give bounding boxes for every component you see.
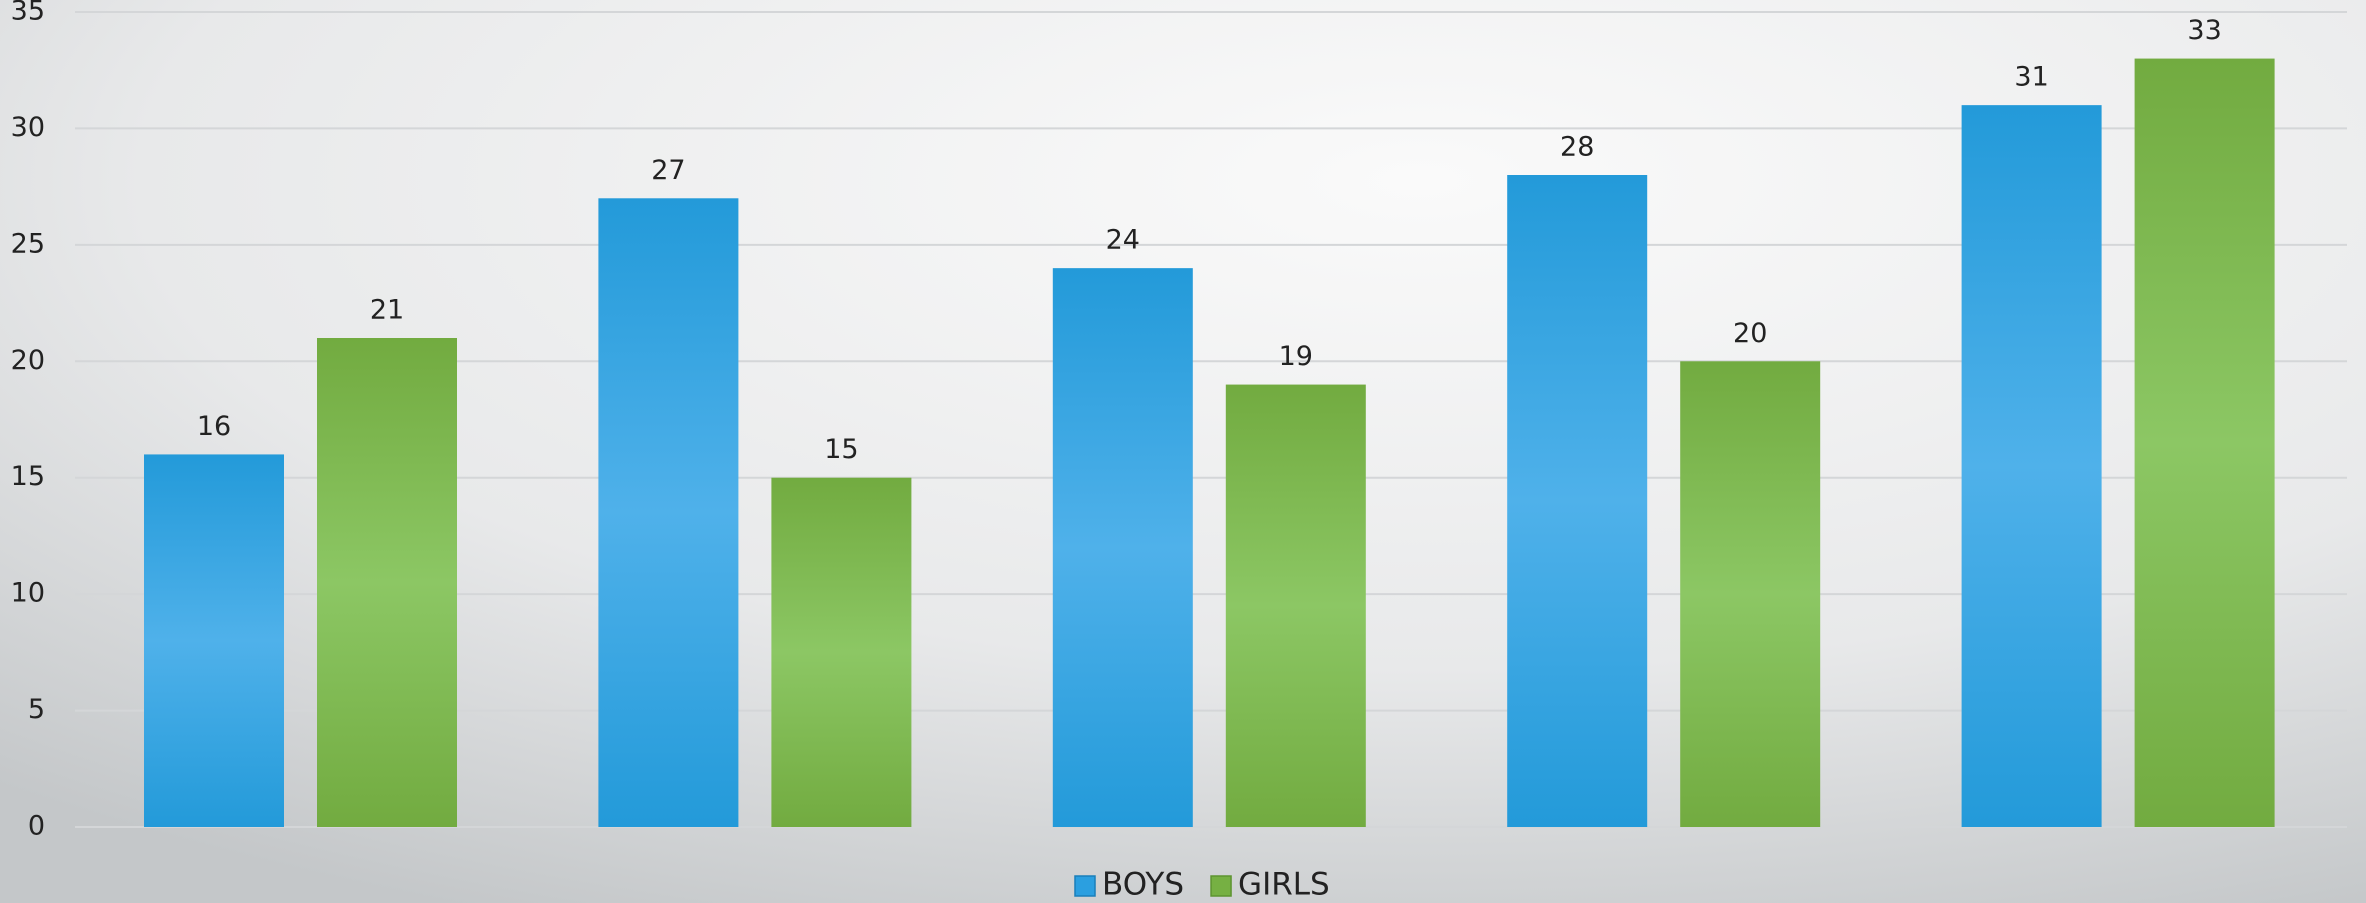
bar [771, 477, 912, 827]
y-tick-label: 10 [11, 578, 45, 609]
bar [598, 198, 739, 828]
y-tick-label: 25 [11, 228, 45, 259]
value-label: 16 [197, 411, 231, 442]
y-tick-label: 15 [11, 461, 45, 492]
legend-swatch [1074, 875, 1096, 897]
bar [1961, 105, 2102, 827]
legend-swatch [1210, 875, 1232, 897]
value-label: 28 [1560, 132, 1594, 163]
value-label: 20 [1733, 318, 1767, 349]
value-label: 19 [1279, 341, 1313, 372]
bar [317, 338, 457, 827]
value-label: 27 [651, 155, 685, 186]
bar [2134, 58, 2275, 828]
legend-label: BOYS [1102, 867, 1184, 903]
bar [1052, 268, 1193, 828]
bar [1225, 384, 1366, 827]
bar [1680, 361, 1821, 827]
y-tick-label: 30 [11, 112, 45, 143]
bar [1507, 175, 1648, 827]
value-label: 21 [370, 295, 404, 326]
legend-label: GIRLS [1238, 867, 1330, 903]
value-label: 31 [2014, 62, 2048, 93]
y-tick-label: 20 [11, 345, 45, 376]
value-label: 33 [2187, 15, 2221, 46]
value-label: 24 [1106, 225, 1140, 256]
y-tick-label: 35 [11, 0, 45, 27]
y-tick-label: 5 [28, 694, 45, 725]
bar [144, 454, 284, 827]
value-label: 15 [824, 434, 858, 465]
y-tick-label: 0 [28, 811, 45, 842]
